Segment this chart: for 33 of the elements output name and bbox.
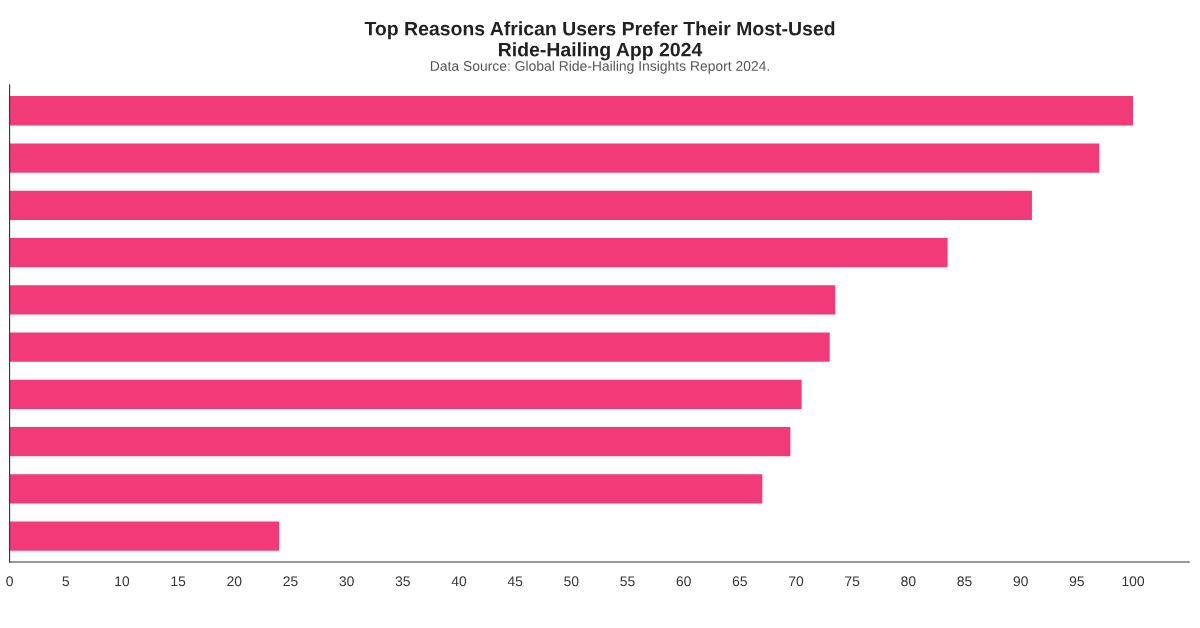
chart-subtitle: Data Source: Global Ride-Hailing Insights Report 2024. [430,60,769,74]
x-tick-label: 55 [620,576,635,587]
chart-title: Top Reasons African Users Prefer Their Most-Used Ride-Hailing App 2024 [364,21,835,61]
bar [9,143,1100,173]
x-tick-label: 15 [171,576,186,587]
x-tick-label: 75 [845,576,860,587]
x-tick-label: 20 [227,576,242,587]
x-tick-label: 35 [395,576,410,587]
bar [9,521,280,551]
bar [9,190,1032,220]
x-tick-label: 95 [1069,576,1084,587]
x-tick-label: 45 [507,576,523,587]
x-tick-label: 90 [1013,576,1028,587]
x-tick-label: 70 [788,576,804,587]
x-tick-label: 60 [676,576,691,587]
x-tick-label: 65 [732,576,747,587]
x-tick-label: 25 [283,576,298,587]
x-tick-label: 0 [6,576,13,587]
bar [9,379,802,409]
bar [9,474,763,504]
x-tick-label: 5 [62,576,70,587]
bar [9,426,791,457]
x-tick-label: 85 [957,576,972,587]
bar [9,237,948,268]
x-tick-label: 50 [564,576,579,587]
x-tick-label: 30 [339,576,354,587]
x-tick-label: 40 [451,576,467,587]
bar [9,96,1134,126]
x-tick-label: 80 [901,576,916,587]
x-tick-label: 100 [1122,576,1145,587]
bar [9,285,836,315]
x-tick-label: 10 [115,576,130,587]
bar [9,332,830,362]
